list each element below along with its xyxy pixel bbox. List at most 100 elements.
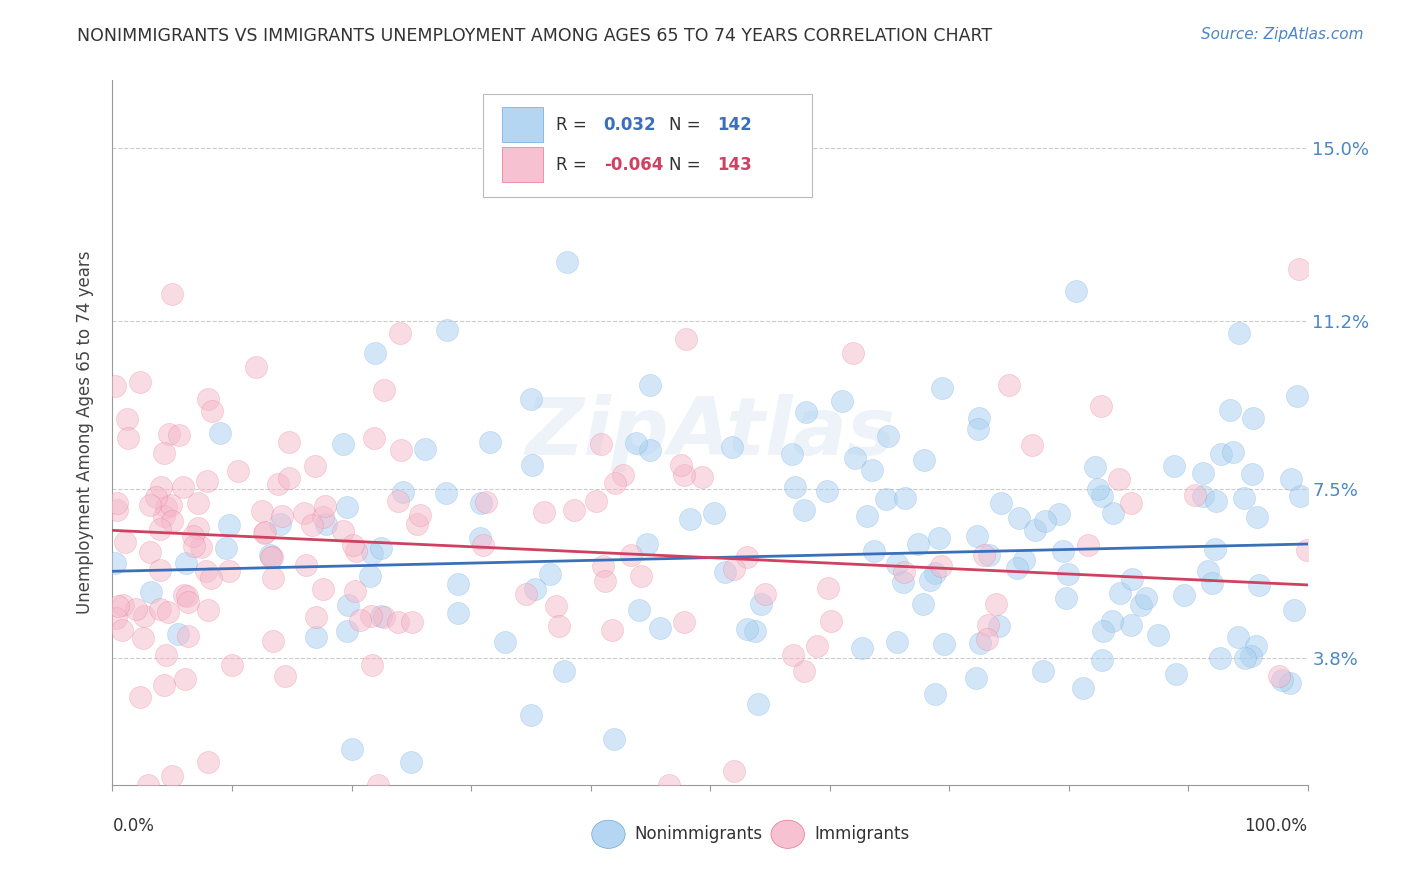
Point <box>159 498 181 512</box>
Point <box>965 671 987 685</box>
Point <box>367 778 389 792</box>
Point <box>447 606 470 620</box>
Point <box>815 483 838 498</box>
Point <box>314 500 336 514</box>
Point <box>969 636 991 650</box>
Point <box>1240 467 1263 481</box>
Point <box>349 613 371 627</box>
Point <box>1101 614 1123 628</box>
Point <box>844 450 866 465</box>
Point <box>259 548 281 562</box>
Point <box>1278 675 1301 690</box>
Point <box>636 537 658 551</box>
Point <box>262 571 284 585</box>
Point <box>406 516 429 531</box>
Point <box>262 549 284 564</box>
Point <box>976 632 998 646</box>
Point <box>1108 472 1130 486</box>
Point <box>1197 565 1219 579</box>
Text: 100.0%: 100.0% <box>1244 817 1308 835</box>
Point <box>1284 603 1306 617</box>
Point <box>111 623 134 637</box>
Point <box>221 658 243 673</box>
Point <box>104 610 127 624</box>
Point <box>112 598 135 612</box>
Point <box>875 491 897 506</box>
Point <box>301 518 323 533</box>
Point <box>934 636 956 650</box>
Point <box>592 559 614 574</box>
Point <box>603 476 626 491</box>
Point <box>478 435 501 450</box>
Point <box>1191 489 1213 503</box>
Point <box>1071 681 1094 696</box>
Point <box>336 624 359 638</box>
Y-axis label: Unemployment Among Ages 65 to 74 years: Unemployment Among Ages 65 to 74 years <box>76 251 94 615</box>
Point <box>721 441 744 455</box>
Point <box>336 598 359 612</box>
Point <box>1008 510 1031 524</box>
Point <box>912 453 935 467</box>
Point <box>782 648 804 662</box>
Point <box>262 634 284 648</box>
Point <box>538 567 561 582</box>
Text: Source: ZipAtlas.com: Source: ZipAtlas.com <box>1201 27 1364 42</box>
Ellipse shape <box>592 821 626 848</box>
Point <box>139 545 162 559</box>
Point <box>627 603 650 617</box>
Text: 0.032: 0.032 <box>603 116 657 134</box>
Point <box>304 458 326 473</box>
Point <box>640 377 662 392</box>
Text: NONIMMIGRANTS VS IMMIGRANTS UNEMPLOYMENT AMONG AGES 65 TO 74 YEARS CORRELATION C: NONIMMIGRANTS VS IMMIGRANTS UNEMPLOYMENT… <box>77 27 993 45</box>
Point <box>315 517 337 532</box>
Point <box>292 506 315 520</box>
Point <box>893 566 915 580</box>
Point <box>1205 494 1227 508</box>
Point <box>1109 586 1132 600</box>
FancyBboxPatch shape <box>484 95 811 196</box>
Point <box>131 631 153 645</box>
Point <box>173 673 195 687</box>
Point <box>1246 509 1268 524</box>
Point <box>218 564 240 578</box>
Point <box>1087 482 1109 496</box>
Point <box>494 634 516 648</box>
Point <box>1234 650 1257 665</box>
Point <box>1233 491 1256 505</box>
Point <box>1222 445 1244 459</box>
Point <box>136 778 159 792</box>
Point <box>392 484 415 499</box>
Point <box>149 602 172 616</box>
Point <box>153 508 176 523</box>
Point <box>132 608 155 623</box>
Point <box>894 491 917 506</box>
Text: 142: 142 <box>717 116 752 134</box>
Point <box>820 614 842 628</box>
Point <box>794 405 817 419</box>
Point <box>104 556 127 570</box>
Point <box>346 544 368 558</box>
Point <box>585 493 607 508</box>
Point <box>167 627 190 641</box>
Point <box>1240 648 1263 663</box>
Point <box>907 537 929 551</box>
Point <box>153 446 176 460</box>
Text: N =: N = <box>669 116 706 134</box>
Point <box>977 618 1000 632</box>
Point <box>1119 618 1142 632</box>
Point <box>305 630 328 644</box>
Point <box>593 574 616 588</box>
Point <box>332 524 354 538</box>
Point <box>673 615 696 630</box>
Point <box>1066 284 1088 298</box>
Point <box>744 624 766 638</box>
Point <box>1135 591 1157 605</box>
Point <box>172 480 194 494</box>
Point <box>856 508 879 523</box>
Point <box>891 574 914 589</box>
Point <box>186 521 208 535</box>
Point <box>312 510 335 524</box>
Point <box>911 597 934 611</box>
Point <box>851 641 873 656</box>
Point <box>1271 673 1294 687</box>
